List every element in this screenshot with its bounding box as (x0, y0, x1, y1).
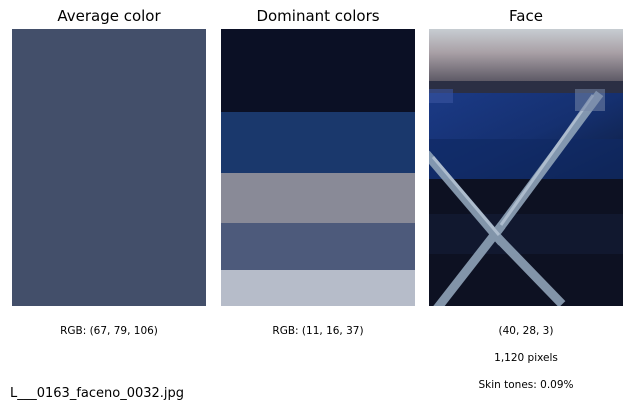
average-rgb-label: RGB: (67, 79, 106) (60, 325, 158, 337)
dominant-color-band (221, 29, 415, 112)
image-filename: L___0163_faceno_0032.jpg (10, 386, 185, 401)
dominant-rgb-label: RGB: (11, 16, 37) (272, 325, 364, 337)
average-color-swatch (12, 29, 206, 306)
dominant-color-band (221, 173, 415, 223)
dominant-color-band (221, 270, 415, 306)
dominant-colors-swatch (221, 29, 415, 306)
face-thumbnail (429, 29, 623, 306)
face-image (429, 29, 623, 306)
face-title: Face (509, 7, 543, 25)
average-color-title: Average color (57, 7, 161, 25)
dominant-color-band (221, 223, 415, 270)
dominant-colors-title: Dominant colors (256, 7, 380, 25)
face-skin-label: Skin tones: 0.09% (478, 379, 574, 391)
face-pixels-label: 1,120 pixels (494, 352, 558, 364)
face-color-label: (40, 28, 3) (498, 325, 554, 337)
dominant-color-band (221, 112, 415, 173)
